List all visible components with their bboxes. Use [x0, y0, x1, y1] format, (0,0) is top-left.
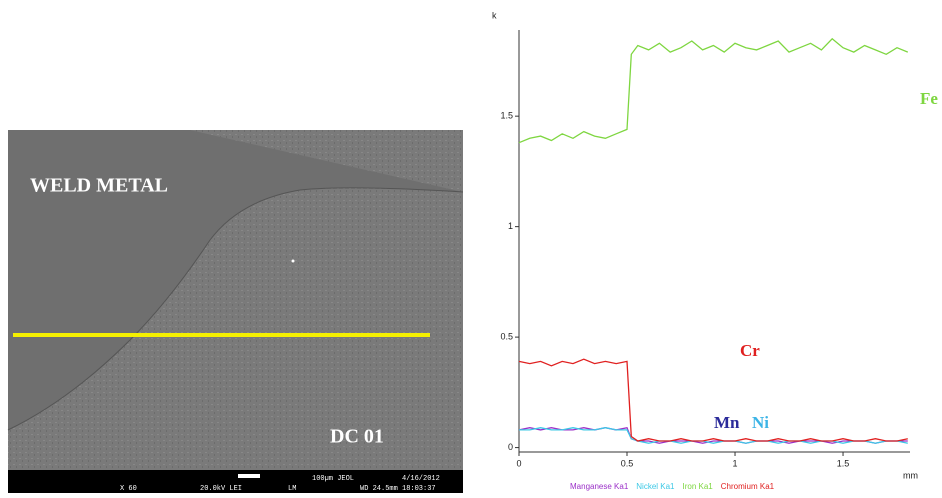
legend-entry: Iron Ka1	[683, 482, 714, 491]
sem-image: WELD METAL DC 01 X 60 20.0kV LEI LM 100µ…	[8, 130, 463, 493]
figure: WELD METAL DC 01 X 60 20.0kV LEI LM 100µ…	[0, 0, 942, 493]
x-axis-label: mm	[903, 470, 918, 480]
region-label: WELD METAL	[30, 175, 168, 197]
info-text: 4/16/2012	[402, 475, 440, 483]
info-text: LM	[288, 485, 296, 493]
y-axis-label: k	[492, 10, 497, 20]
scale-bar	[238, 474, 260, 478]
particle	[292, 260, 295, 263]
y-tick-label: 0.5	[500, 331, 513, 341]
x-tick-label: 0.5	[621, 458, 634, 468]
legend-entry: Manganese Ka1	[570, 482, 629, 491]
series-label: Ni	[752, 413, 769, 432]
series-label: Mn	[714, 413, 740, 432]
sample-label: DC 01	[330, 426, 384, 448]
series-label: Fe	[920, 89, 938, 108]
x-tick-label: 0	[516, 458, 521, 468]
y-tick-label: 1	[508, 221, 513, 231]
x-tick-label: 1.5	[837, 458, 850, 468]
x-tick-label: 1	[733, 458, 738, 468]
legend-entry: Chromium Ka1	[721, 482, 775, 491]
line-scan-chart: k mm 0 0.5 1 1.5 0 0.5 1 1.5 Mn Ni Fe Cr Manganese K…	[492, 10, 938, 491]
y-tick-label: 1.5	[500, 111, 513, 121]
info-text: 20.0kV LEI	[200, 485, 242, 493]
info-text: WD 24.5mm 18:03:37	[360, 485, 436, 493]
legend-entry: Nickel Ka1	[636, 482, 675, 491]
y-tick-label: 0	[508, 442, 513, 452]
info-text: X 60	[120, 485, 137, 493]
info-text: 100µm JEOL	[312, 475, 354, 483]
series-label: Cr	[740, 341, 760, 360]
series-line	[519, 39, 908, 143]
